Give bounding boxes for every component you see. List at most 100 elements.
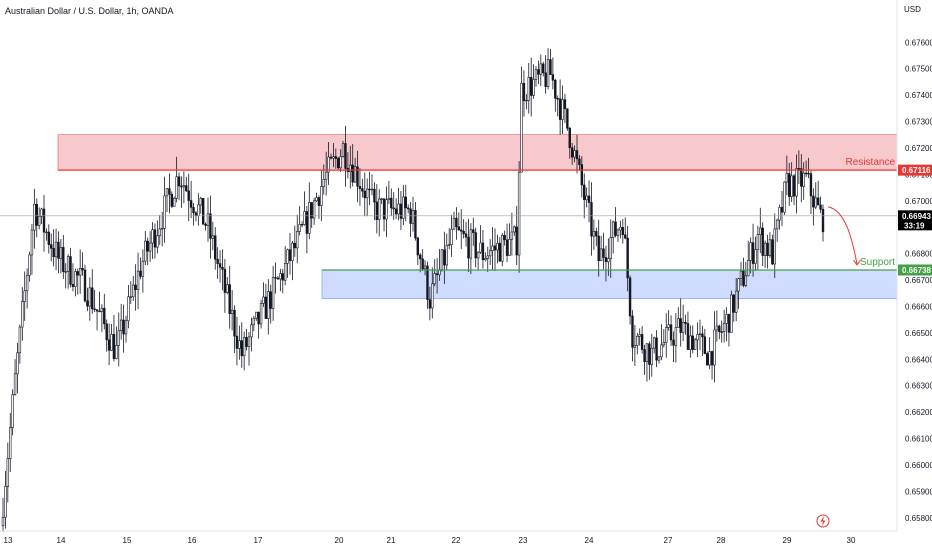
candle-body bbox=[575, 150, 579, 160]
candle-body bbox=[423, 265, 427, 270]
candle-body bbox=[74, 271, 77, 287]
candle-body bbox=[657, 356, 661, 361]
candle-body bbox=[792, 175, 796, 197]
candle-body bbox=[795, 168, 798, 197]
candle-body bbox=[76, 271, 79, 276]
candle-body bbox=[286, 249, 289, 264]
candle-body bbox=[727, 314, 731, 333]
candle-body bbox=[652, 337, 656, 349]
candle-body bbox=[370, 188, 374, 191]
lightning-icon[interactable] bbox=[816, 514, 830, 528]
candle-body bbox=[308, 202, 311, 234]
price-axis[interactable]: 0.65800 0.65900 0.66000 0.66100 0.66200 0.663… bbox=[898, 38, 932, 523]
candle-body bbox=[626, 237, 629, 279]
candle-body bbox=[100, 307, 104, 312]
candle-body bbox=[83, 269, 87, 302]
candle-body bbox=[262, 296, 265, 304]
candle-body bbox=[16, 352, 19, 375]
time-axis[interactable]: 13 14 15 16 17 20 21 22 23 24 27 28 29 30 bbox=[4, 536, 856, 545]
currency-label: USD bbox=[904, 5, 921, 14]
current-price-label: 0.66943 bbox=[902, 212, 931, 221]
candle-body bbox=[160, 227, 164, 230]
candle-body bbox=[558, 98, 562, 120]
candle-body bbox=[279, 273, 282, 280]
candle-body bbox=[529, 76, 533, 96]
candle-body bbox=[457, 226, 461, 231]
candle-body bbox=[771, 239, 774, 265]
candle-body bbox=[684, 321, 687, 324]
candle-body bbox=[768, 239, 772, 256]
candle-body bbox=[122, 319, 125, 335]
candle-body bbox=[472, 229, 475, 233]
candle-body bbox=[566, 108, 569, 129]
candle-body bbox=[214, 235, 217, 260]
candle-body bbox=[134, 284, 137, 290]
candle-body bbox=[662, 342, 666, 346]
candle-body bbox=[397, 203, 400, 215]
candle-body bbox=[513, 226, 516, 233]
candle-body bbox=[534, 69, 538, 80]
candle-body bbox=[81, 268, 84, 271]
candle-body bbox=[349, 164, 352, 173]
price-tick-label: 0.67000 bbox=[905, 197, 932, 206]
candle-body bbox=[435, 273, 439, 276]
candle-body bbox=[211, 235, 215, 239]
candle-body bbox=[242, 337, 246, 357]
candle-body bbox=[23, 290, 26, 302]
candle-body bbox=[9, 427, 12, 459]
candle-body bbox=[467, 236, 470, 259]
time-tick-label: 21 bbox=[387, 536, 396, 545]
candle-body bbox=[310, 202, 313, 219]
candle-body bbox=[493, 245, 497, 251]
support-price-box bbox=[898, 264, 932, 276]
candle-body bbox=[317, 197, 321, 206]
candles-layer bbox=[1, 48, 825, 532]
time-tick-label: 28 bbox=[717, 536, 726, 545]
candle-body bbox=[640, 334, 644, 350]
candle-body bbox=[469, 229, 473, 259]
candle-body bbox=[488, 250, 492, 257]
candle-body bbox=[679, 318, 682, 333]
candle-body bbox=[117, 330, 120, 346]
price-tick-label: 0.67600 bbox=[905, 38, 932, 47]
candle-body bbox=[107, 339, 111, 351]
candle-body bbox=[802, 172, 805, 187]
chart-title: Australian Dollar / U.S. Dollar, 1h, OAN… bbox=[5, 6, 174, 16]
candle-body bbox=[638, 334, 641, 337]
candle-body bbox=[124, 320, 128, 335]
time-tick-label: 22 bbox=[452, 536, 461, 545]
candle-body bbox=[578, 158, 581, 165]
candle-body bbox=[812, 195, 815, 208]
candle-body bbox=[69, 256, 72, 285]
candle-body bbox=[747, 260, 750, 277]
candle-body bbox=[751, 242, 755, 264]
candle-body bbox=[283, 263, 287, 281]
candle-body bbox=[631, 315, 634, 348]
candle-body bbox=[368, 188, 371, 191]
candle-body bbox=[148, 242, 152, 252]
support-zone bbox=[321, 269, 898, 299]
candle-body bbox=[132, 284, 135, 298]
candle-body bbox=[775, 219, 779, 230]
candle-body bbox=[693, 339, 697, 350]
candle-body bbox=[216, 258, 219, 264]
candle-body bbox=[341, 143, 345, 157]
candle-body bbox=[255, 311, 258, 319]
candle-body bbox=[797, 168, 801, 170]
candle-body bbox=[602, 248, 605, 258]
candle-body bbox=[30, 229, 34, 256]
candle-body bbox=[464, 233, 468, 238]
candle-body bbox=[373, 188, 376, 203]
candle-body bbox=[595, 231, 598, 237]
candle-body bbox=[599, 248, 603, 262]
candle-body bbox=[421, 258, 424, 270]
time-tick-label: 24 bbox=[585, 536, 594, 545]
candle-body bbox=[766, 242, 769, 256]
candle-body bbox=[783, 181, 786, 213]
price-tick-label: 0.67500 bbox=[905, 65, 932, 74]
candle-body bbox=[264, 296, 268, 319]
candle-body bbox=[580, 164, 584, 186]
candle-body bbox=[525, 99, 528, 102]
candle-body bbox=[189, 200, 193, 208]
